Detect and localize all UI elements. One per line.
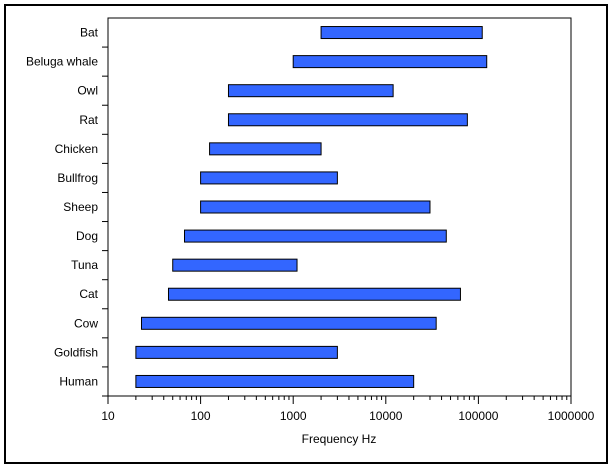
y-tick-label: Tuna: [71, 258, 98, 272]
bar-cow: [140, 316, 437, 330]
y-tick-label: Chicken: [55, 142, 98, 156]
x-tick-label: 100: [191, 409, 211, 423]
y-tick-label: Sheep: [63, 200, 98, 214]
y-tick-label: Owl: [77, 84, 98, 98]
y-tick-label: Bullfrog: [57, 171, 98, 185]
x-tick-label: 1000: [280, 409, 307, 423]
bar-bat: [320, 26, 483, 40]
y-tick-label: Goldfish: [54, 345, 98, 359]
y-tick-label: Cat: [79, 287, 98, 301]
y-tick-label: Rat: [79, 113, 98, 127]
bar-rat: [227, 113, 468, 127]
bar-tuna: [172, 258, 298, 272]
bar-sheep: [200, 200, 431, 214]
x-tick-label: 100000: [458, 409, 498, 423]
bar-bullfrog: [200, 171, 338, 185]
bar-goldfish: [135, 345, 338, 359]
bar-dog: [183, 229, 447, 243]
bar-cat: [167, 287, 461, 301]
x-tick-label: 1000000: [548, 409, 595, 423]
y-tick-label: Human: [59, 374, 98, 388]
bar-chicken: [209, 142, 322, 156]
y-tick-label: Beluga whale: [26, 55, 98, 69]
bar-owl: [227, 84, 394, 98]
x-axis-title: Frequency Hz: [302, 432, 377, 446]
x-tick-label: 10000: [369, 409, 403, 423]
plot-border: [107, 17, 572, 397]
y-tick-label: Cow: [74, 316, 98, 330]
y-tick-label: Dog: [76, 229, 98, 243]
y-tick-label: Bat: [80, 26, 99, 40]
bar-beluga-whale: [292, 55, 488, 69]
bar-human: [135, 374, 415, 388]
x-tick-label: 10: [101, 409, 115, 423]
